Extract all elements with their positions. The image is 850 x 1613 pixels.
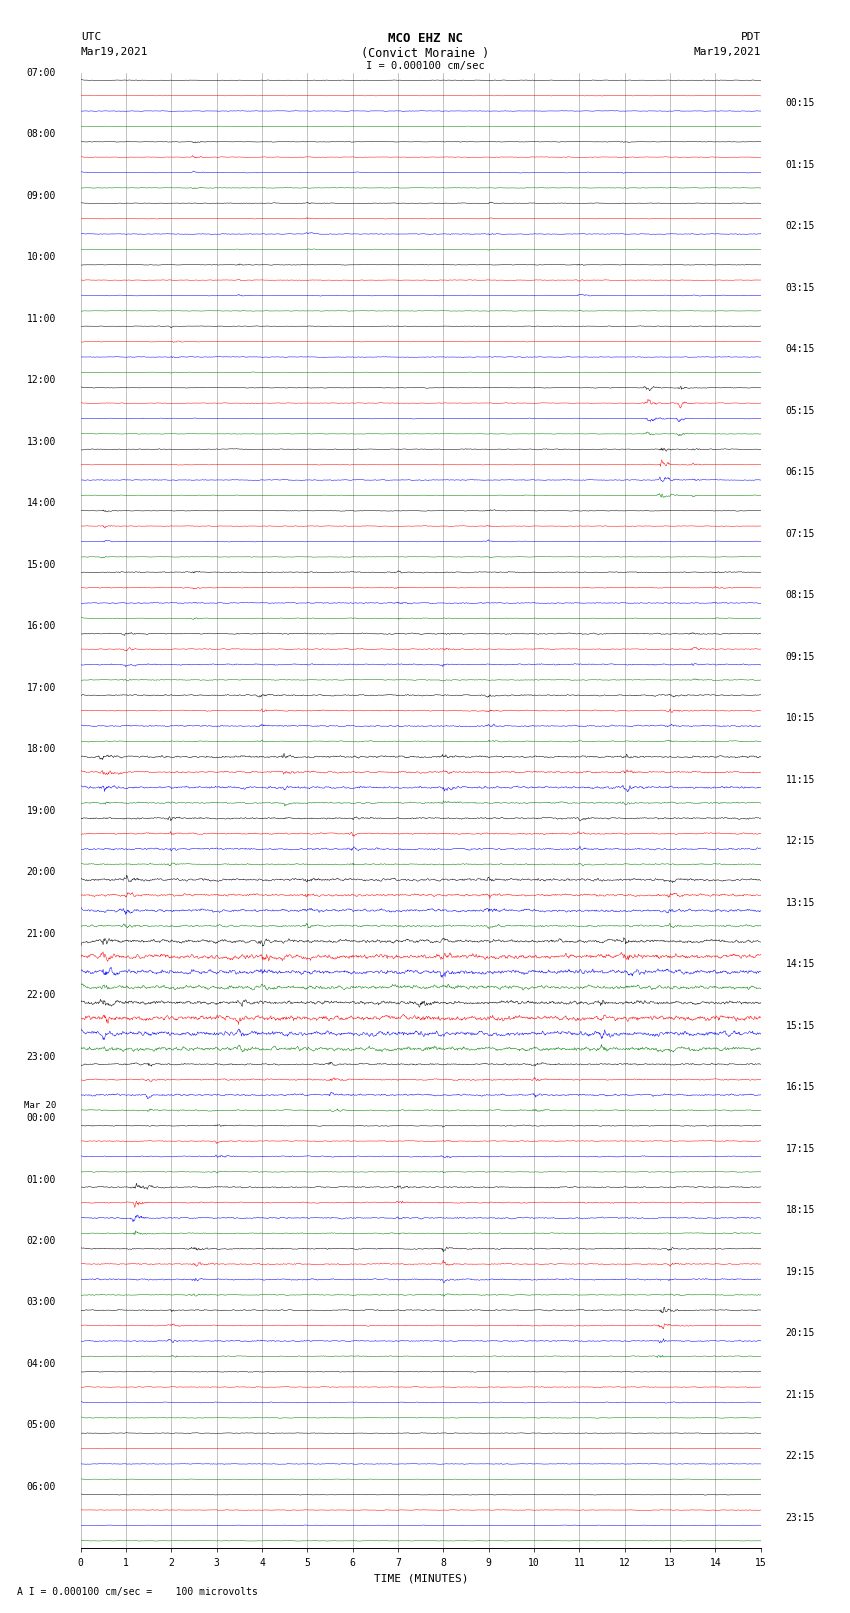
Text: 19:00: 19:00 [26, 805, 56, 816]
Text: 04:00: 04:00 [26, 1360, 56, 1369]
Text: 08:00: 08:00 [26, 129, 56, 139]
Text: 08:15: 08:15 [785, 590, 815, 600]
Text: 21:15: 21:15 [785, 1390, 815, 1400]
Text: 23:00: 23:00 [26, 1052, 56, 1061]
Text: 18:15: 18:15 [785, 1205, 815, 1215]
X-axis label: TIME (MINUTES): TIME (MINUTES) [373, 1573, 468, 1582]
Text: PDT: PDT [740, 32, 761, 42]
Text: 20:00: 20:00 [26, 868, 56, 877]
Text: 15:00: 15:00 [26, 560, 56, 569]
Text: 15:15: 15:15 [785, 1021, 815, 1031]
Text: 04:15: 04:15 [785, 344, 815, 355]
Text: 03:00: 03:00 [26, 1297, 56, 1308]
Text: 06:00: 06:00 [26, 1482, 56, 1492]
Text: 16:15: 16:15 [785, 1082, 815, 1092]
Text: 22:15: 22:15 [785, 1452, 815, 1461]
Text: MCO EHZ NC: MCO EHZ NC [388, 32, 462, 45]
Text: Mar19,2021: Mar19,2021 [81, 47, 148, 56]
Text: UTC: UTC [81, 32, 101, 42]
Text: 07:15: 07:15 [785, 529, 815, 539]
Text: A I = 0.000100 cm/sec =    100 microvolts: A I = 0.000100 cm/sec = 100 microvolts [17, 1587, 258, 1597]
Text: 13:00: 13:00 [26, 437, 56, 447]
Text: 17:15: 17:15 [785, 1144, 815, 1153]
Text: 14:00: 14:00 [26, 498, 56, 508]
Text: 02:15: 02:15 [785, 221, 815, 231]
Text: 02:00: 02:00 [26, 1236, 56, 1245]
Text: 20:15: 20:15 [785, 1327, 815, 1339]
Text: 09:00: 09:00 [26, 190, 56, 200]
Text: 00:15: 00:15 [785, 98, 815, 108]
Text: 03:15: 03:15 [785, 282, 815, 294]
Text: 21:00: 21:00 [26, 929, 56, 939]
Text: 18:00: 18:00 [26, 744, 56, 753]
Text: 12:15: 12:15 [785, 836, 815, 847]
Text: 13:15: 13:15 [785, 898, 815, 908]
Text: 23:15: 23:15 [785, 1513, 815, 1523]
Text: 11:00: 11:00 [26, 313, 56, 324]
Text: 09:15: 09:15 [785, 652, 815, 661]
Text: 07:00: 07:00 [26, 68, 56, 77]
Text: 05:00: 05:00 [26, 1421, 56, 1431]
Text: Mar 20: Mar 20 [24, 1102, 56, 1110]
Text: 10:15: 10:15 [785, 713, 815, 723]
Text: 01:00: 01:00 [26, 1174, 56, 1184]
Text: 14:15: 14:15 [785, 960, 815, 969]
Text: 05:15: 05:15 [785, 406, 815, 416]
Text: 22:00: 22:00 [26, 990, 56, 1000]
Text: 17:00: 17:00 [26, 682, 56, 692]
Text: I = 0.000100 cm/sec: I = 0.000100 cm/sec [366, 61, 484, 71]
Text: 01:15: 01:15 [785, 160, 815, 169]
Text: 16:00: 16:00 [26, 621, 56, 631]
Text: Mar19,2021: Mar19,2021 [694, 47, 761, 56]
Text: 12:00: 12:00 [26, 376, 56, 386]
Text: 19:15: 19:15 [785, 1266, 815, 1277]
Text: 11:15: 11:15 [785, 774, 815, 786]
Text: (Convict Moraine ): (Convict Moraine ) [361, 47, 489, 60]
Text: 10:00: 10:00 [26, 252, 56, 261]
Text: 06:15: 06:15 [785, 468, 815, 477]
Text: 00:00: 00:00 [26, 1113, 56, 1123]
